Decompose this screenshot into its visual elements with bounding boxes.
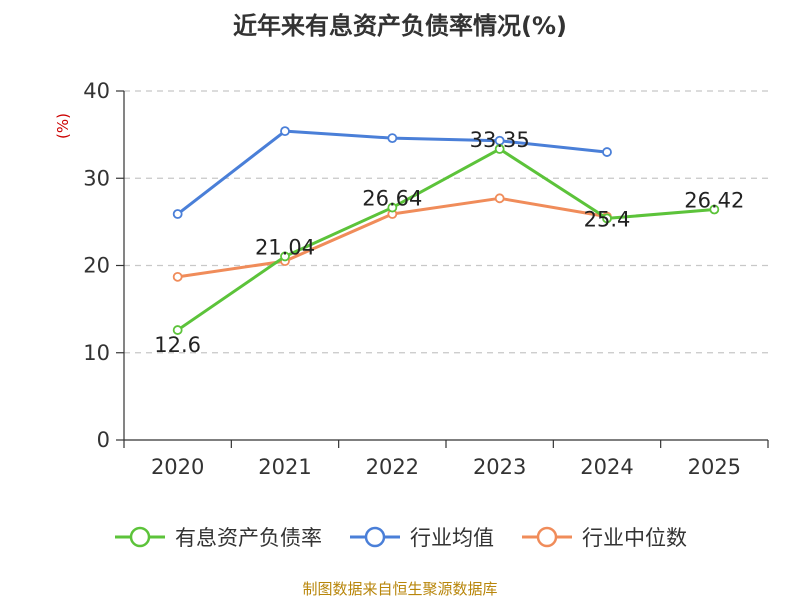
axes: 0 10 20 30 40 2020 2021 2022 2023 2024 2025 [83,79,769,479]
data-point [172,325,183,335]
y-tick-label: 40 [83,79,110,103]
data-point [387,202,398,213]
data-label: 12.6 [154,333,201,357]
legend-marker-blue-icon [350,526,400,548]
data-point [602,147,612,157]
legend: 有息资产负债率 行业均值 行业中位数 [0,520,800,554]
y-tick-label: 30 [83,166,110,190]
x-tick-label: 2023 [473,455,526,479]
data-label: 26.64 [362,187,422,211]
x-tick-label: 2025 [688,455,741,479]
legend-marker-green-icon [115,526,165,548]
series-line [176,147,715,332]
data-point [494,193,505,204]
data-label: 26.42 [684,188,744,212]
x-tick-label: 2020 [151,455,204,479]
data-point [172,271,183,282]
legend-item-interest-debt-ratio[interactable]: 有息资产负债率 [113,522,322,552]
legend-marker-orange-icon [522,526,572,548]
data-label: 21.04 [255,235,315,259]
data-point [602,213,612,224]
data-point [280,126,290,137]
data-label: 25.4 [584,207,631,231]
x-tick-label: 2024 [580,455,633,479]
gridlines [124,90,768,354]
data-label: 33.35 [470,128,530,152]
x-tick-label: 2021 [258,455,311,479]
source-note: 制图数据来自恒生聚源数据库 [302,580,498,598]
legend-label: 有息资产负债率 [175,526,322,550]
data-point [387,133,398,144]
legend-item-industry-mean[interactable]: 行业均值 [348,522,494,552]
series [172,126,720,335]
data-labels: 12.6 21.04 26.64 33.35 25.4 26.42 [154,128,744,357]
x-tick-label: 2022 [366,455,419,479]
legend-label: 行业中位数 [582,526,687,550]
y-tick-label: 20 [83,254,110,278]
chart-title: 近年来有息资产负债率情况(%) [233,12,567,40]
data-point [494,144,505,154]
data-point [172,209,183,219]
y-axis-unit-label: (%) [54,113,72,139]
legend-item-industry-median[interactable]: 行业中位数 [520,522,687,552]
y-tick-label: 0 [97,428,110,452]
y-tick-label: 10 [83,341,110,365]
data-point [280,251,290,262]
legend-label: 行业均值 [410,526,494,550]
data-point [709,204,720,215]
